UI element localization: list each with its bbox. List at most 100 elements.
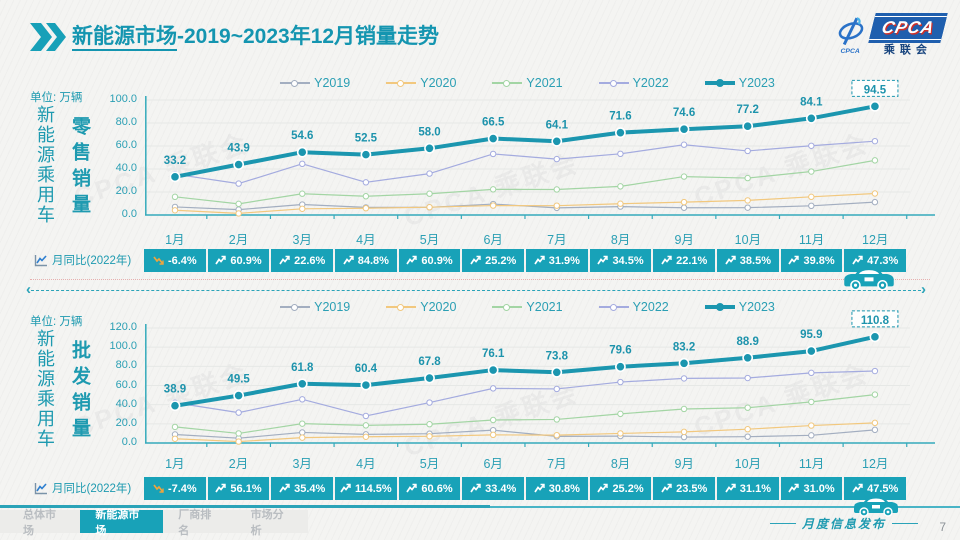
legend-item-y2020: Y2020: [386, 300, 456, 314]
x-axis-label: 7月: [547, 233, 567, 247]
x-axis-label: 7月: [547, 457, 567, 471]
yoy-value: 56.1%: [230, 482, 262, 495]
legend-marker: [280, 79, 311, 87]
y-axis-tick-label: 0.0: [121, 436, 137, 448]
svg-text:54.6: 54.6: [291, 130, 313, 142]
legend-item-y2019: Y2019: [280, 76, 350, 90]
car-icon: [844, 268, 894, 291]
legend-marker: [704, 79, 735, 87]
trend-up-icon: [788, 255, 800, 265]
vehicle-type-label: 新能源乘用车: [35, 105, 55, 225]
trend-up-icon: [340, 483, 351, 493]
yoy-value: 31.1%: [739, 482, 771, 495]
x-axis-label: 3月: [292, 457, 312, 471]
y-axis-tick-label: 20.0: [115, 416, 137, 429]
yoy-value: 31.0%: [803, 482, 835, 495]
yoy-cell: 47.5%: [844, 477, 907, 500]
yoy-cell: -7.4%: [144, 477, 206, 500]
yoy-value: 22.6%: [294, 254, 326, 267]
yoy-value: 33.4%: [485, 482, 517, 495]
y-axis-tick-label: 40.0: [115, 162, 137, 174]
yoy-value: 114.5%: [355, 482, 392, 495]
page-title-rest: -2019~2023年12月销量走势: [177, 25, 440, 48]
yoy-cell: 31.9%: [526, 249, 588, 272]
cpca-emblem-icon: CPCA: [838, 17, 864, 55]
legend-marker-dot: [609, 79, 617, 87]
page-number: 7: [939, 520, 946, 534]
legend-marker: [598, 303, 629, 311]
svg-text:66.5: 66.5: [482, 117, 505, 129]
retail-chart-section: Y2019 Y2020 Y2021 Y2022 Y2023 单位: 万辆 新能源乘用车 …: [0, 72, 960, 296]
yoy-value: 60.9%: [421, 254, 453, 267]
cpca-emblem-label: CPCA: [840, 48, 859, 55]
page-title-bold: 新能源市场: [72, 25, 177, 51]
yoy-cell: 25.2%: [462, 249, 525, 272]
legend-item-y2023: Y2023: [704, 300, 775, 314]
x-axis-label: 1月: [165, 233, 185, 247]
trend-up-icon: [661, 483, 672, 493]
trend-down-icon: [153, 256, 164, 265]
yoy-row: -7.4% 56.1% 35.4% 114.5% 60.6% 33.4% 30.8% 25.2…: [144, 477, 907, 500]
yoy-label-text: 月同比(2022年): [52, 483, 132, 495]
yoy-cell: 25.2%: [589, 477, 652, 500]
trend-up-icon: [534, 483, 545, 493]
yoy-label-text: 月同比(2022年): [52, 255, 132, 267]
x-axis-label: 10月: [734, 457, 762, 471]
x-axis: 1月 2月 3月 4月 5月 6月 7月 8月 9月 10月 11月 12月: [144, 229, 906, 248]
yoy-cell: 30.8%: [526, 477, 588, 500]
footer-tab-市场分析[interactable]: 市场分析: [250, 508, 284, 537]
chart-legend: Y2019 Y2020 Y2021 Y2022 Y2023: [145, 76, 910, 90]
trend-up-icon: [788, 483, 800, 493]
legend-marker-dot: [291, 79, 299, 87]
legend-marker-dot: [715, 79, 724, 87]
cpca-badge-label: CPCA: [879, 17, 937, 37]
legend-marker-dot: [397, 303, 405, 311]
trend-up-icon: [279, 483, 290, 493]
trend-up-icon: [470, 483, 481, 493]
svg-text:88.9: 88.9: [736, 336, 758, 348]
x-axis-label: 12月: [862, 233, 889, 247]
svg-text:43.9: 43.9: [227, 143, 249, 155]
footer-tab-总体市场[interactable]: 总体市场: [23, 508, 56, 537]
legend-item-y2022: Y2022: [598, 76, 669, 90]
x-axis-label: 9月: [674, 457, 694, 471]
legend-label: Y2023: [738, 76, 775, 90]
footer-tab-新能源市场[interactable]: 新能源市场: [80, 509, 164, 537]
x-axis: 1月 2月 3月 4月 5月 6月 7月 8月 9月 10月 11月 12月: [144, 453, 906, 472]
legend-item-y2020: Y2020: [386, 76, 456, 90]
legend-item-y2021: Y2021: [492, 76, 563, 90]
x-axis-label: 3月: [292, 233, 312, 247]
legend-item-y2021: Y2021: [492, 300, 563, 314]
y-axis-tick-label: 80.0: [115, 359, 137, 372]
trend-up-icon: [215, 255, 227, 265]
legend-item-y2023: Y2023: [704, 76, 775, 90]
svg-text:84.1: 84.1: [800, 96, 823, 108]
y-axis-tick-label: 60.0: [115, 378, 137, 391]
yoy-value: 31.9%: [548, 254, 580, 267]
yoy-cell: 22.6%: [271, 249, 334, 272]
chart-line-icon: [34, 254, 47, 266]
legend-label: Y2021: [526, 76, 563, 90]
x-axis-label: 10月: [734, 233, 762, 247]
trend-up-icon: [852, 255, 863, 265]
unit-label: 单位: 万辆: [30, 316, 83, 328]
y-axis-tick-label: 0.0: [121, 208, 137, 220]
x-axis-label: 6月: [483, 457, 503, 471]
y-axis-tick-label: 100.0: [109, 340, 137, 353]
chevron-icon: [30, 23, 66, 51]
chart-line-icon: [34, 482, 47, 494]
yoy-value: 60.9%: [230, 254, 262, 267]
trend-up-icon: [852, 483, 863, 493]
svg-text:73.8: 73.8: [546, 350, 569, 362]
footer-tab-厂商排名[interactable]: 厂商排名: [178, 508, 212, 537]
legend-label: Y2020: [420, 300, 457, 314]
trend-up-icon: [215, 483, 227, 493]
legend-item-y2019: Y2019: [280, 300, 350, 314]
yoy-cell: 31.1%: [717, 477, 779, 500]
svg-text:77.2: 77.2: [736, 104, 758, 116]
yoy-value: 35.4%: [294, 482, 326, 495]
legend-marker-dot: [503, 303, 511, 311]
car-icon: [854, 497, 898, 517]
yoy-cell: 39.8%: [780, 249, 843, 272]
cpca-org-name: 乘联会: [883, 43, 932, 56]
